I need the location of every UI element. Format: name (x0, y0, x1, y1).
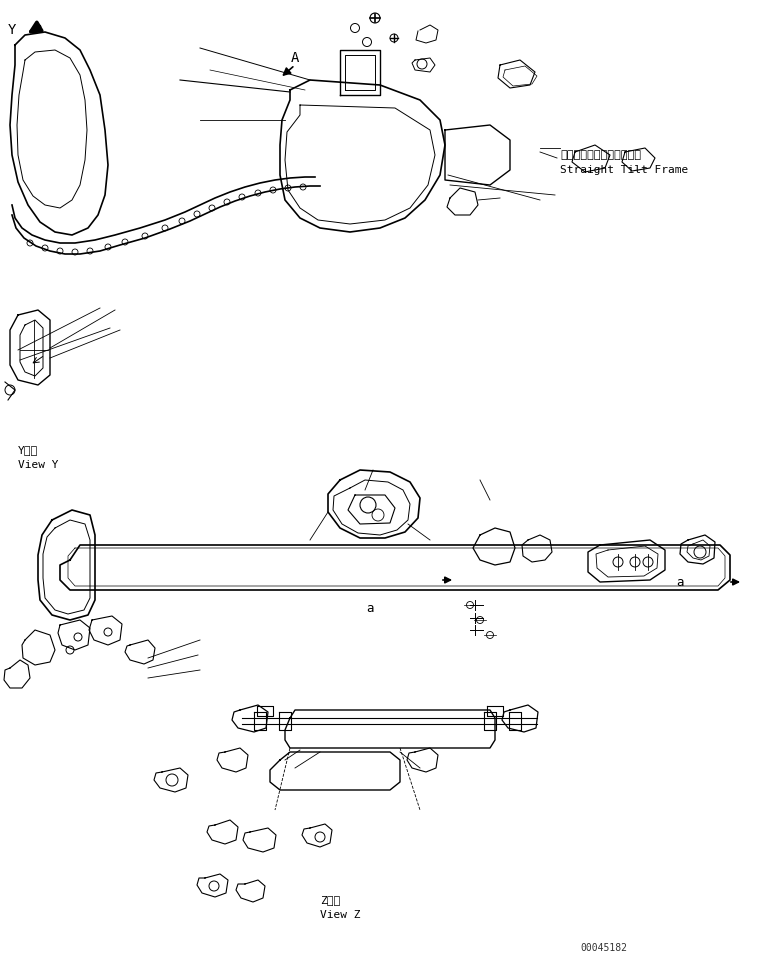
Text: Y: Y (8, 23, 17, 37)
Text: View Y: View Y (18, 460, 58, 470)
Text: ストレートチルトフレーム: ストレートチルトフレーム (560, 150, 641, 160)
Text: Straight Tilt Frame: Straight Tilt Frame (560, 165, 688, 175)
Text: A: A (291, 51, 299, 65)
Text: View Z: View Z (320, 910, 361, 920)
Text: 00045182: 00045182 (580, 943, 627, 953)
Text: Y　視: Y 視 (18, 445, 38, 455)
Text: a: a (367, 602, 373, 614)
Text: a: a (676, 576, 684, 588)
Text: Z　視: Z 視 (320, 895, 340, 905)
